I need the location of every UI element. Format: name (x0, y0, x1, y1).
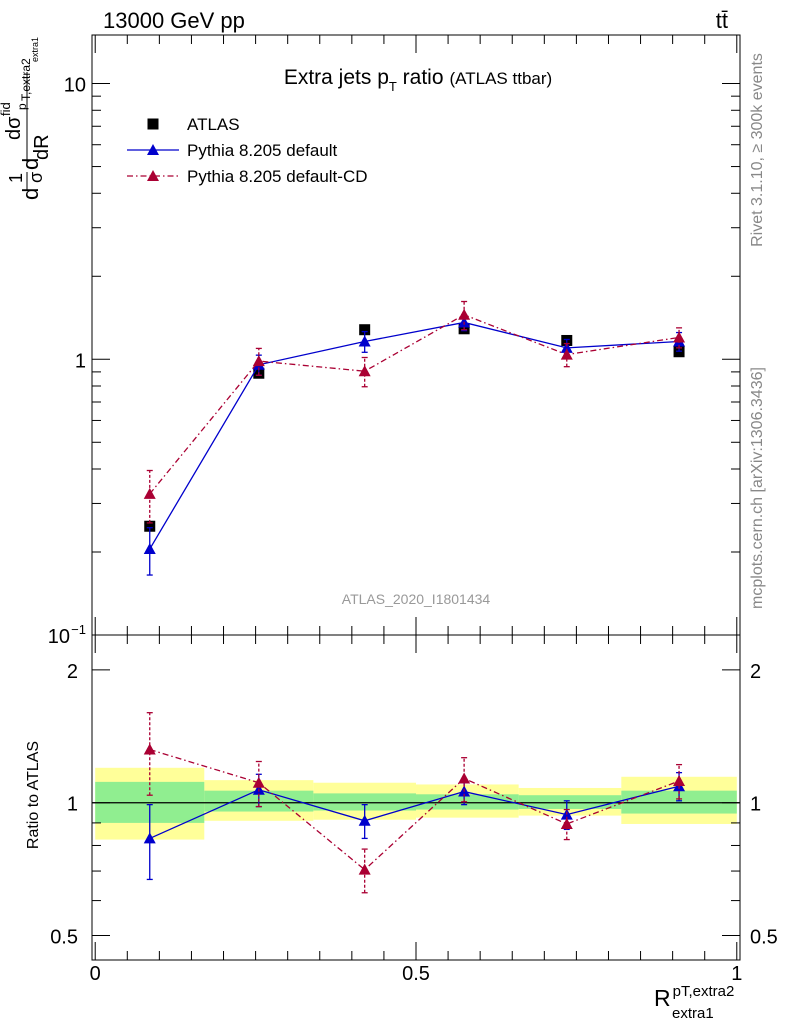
main-point-default (143, 543, 156, 555)
ratio-point-default_cd (143, 743, 156, 755)
ratio-point-default (143, 832, 156, 844)
ratio-band-inner-2 (313, 793, 416, 811)
main-point-default (560, 341, 573, 353)
ratio-point-default_cd (673, 775, 686, 787)
main-point-default_cd (358, 365, 371, 377)
main-line-default_cd (149, 314, 680, 495)
main-ylabel: d 1 σ d dσ fid p T,extra2 extra1 dR (0, 37, 53, 200)
legend-label-default: Pythia 8.205 default (187, 141, 338, 160)
chart-title-main: Extra jets p (284, 66, 389, 89)
ylabel-one: 1 (6, 173, 26, 183)
main-ytick-label-0: 10 (64, 75, 86, 97)
ylabel-p: p (15, 103, 29, 110)
legend: ATLAS Pythia 8.205 default Pythia 8.205 de… (127, 115, 368, 186)
ratio-ytick-label-right-0: 0.5 (750, 927, 778, 949)
ratio-ylabel: Ratio to ATLAS (25, 741, 42, 849)
ylabel-d2: d (18, 158, 43, 170)
legend-label-atlas: ATLAS (187, 115, 240, 134)
xtick-label-1: 0.5 (402, 963, 430, 985)
main-point-default (358, 335, 371, 347)
main-point-atlas (359, 324, 371, 336)
watermark: ATLAS_2020_I1801434 (342, 591, 491, 607)
chart-title: Extra jets pT ratio (ATLAS ttbar) (284, 66, 552, 94)
ratio-point-default_cd (358, 863, 371, 875)
ratio-line-default_cd (149, 748, 680, 871)
chart-title-small: (ATLAS ttbar) (450, 69, 553, 88)
ylabel-t-extra2: T,extra2 (19, 58, 33, 101)
xtick-label-0: 0 (90, 963, 101, 985)
ratio-point-default_cd (560, 817, 573, 829)
chart-title-sub: T (389, 79, 397, 94)
ratio-point-default_cd (252, 776, 265, 788)
ratio-ytick-label-left-2: 2 (67, 661, 78, 683)
ratio-point-default_cd (458, 772, 471, 784)
mcplots-label: mcplots.cern.ch [arXiv:1306.3436] (749, 367, 766, 609)
main-point-default_cd (673, 331, 686, 343)
main-point-atlas (144, 520, 156, 532)
ylabel-dsigma: dσ (3, 116, 25, 140)
ratio-ytick-label-right-1: 1 (750, 794, 761, 816)
rivet-label: Rivet 3.1.10, ≥ 300k events (749, 53, 766, 247)
chart-title-tail: ratio (397, 66, 444, 89)
ratio-band-inner-3 (416, 794, 519, 810)
main-point-default_cd (458, 308, 471, 320)
ratio-ytick-label-left-0: 0.5 (50, 927, 78, 949)
x-axis-label-sup: pT,extra2 (673, 983, 735, 1000)
ratio-panel: 0.5 0.5 1 1 2 2 0 0.5 1 (50, 634, 778, 985)
main-point-default_cd (143, 487, 156, 499)
x-axis-label-base: R (654, 985, 671, 1011)
process-label: tt̄ (716, 8, 728, 33)
energy-label: 13000 GeV pp (103, 8, 245, 33)
ylabel-d: d (18, 188, 43, 200)
ratio-band-inner-4 (518, 795, 622, 809)
main-point-default_cd (560, 348, 573, 360)
legend-label-default_cd: Pythia 8.205 default-CD (187, 167, 368, 186)
main-ytick-label-2: 10 (48, 626, 70, 648)
legend-marker-default (147, 144, 159, 155)
legend-marker-atlas (147, 118, 159, 130)
ratio-band-inner-5 (621, 790, 737, 814)
x-axis-label-sub: extra1 (672, 1005, 714, 1022)
ratio-point-default (358, 814, 371, 826)
main-line-default (149, 321, 680, 550)
ylabel-extra1: extra1 (30, 37, 40, 62)
main-ytick-label-exp-2: −1 (71, 622, 86, 637)
ylabel-fid: fid (0, 102, 13, 116)
main-ytick-label-1: 1 (75, 350, 86, 372)
ylabel-dr: dR (31, 134, 53, 160)
ratio-line-default (149, 785, 680, 840)
legend-marker-default_cd (147, 170, 159, 181)
ylabel-sigma: σ (26, 172, 46, 183)
xtick-label-2: 1 (731, 963, 742, 985)
main-point-default_cd (252, 355, 265, 367)
ratio-ytick-label-left-1: 1 (67, 794, 78, 816)
ratio-ytick-label-right-2: 2 (750, 661, 761, 683)
